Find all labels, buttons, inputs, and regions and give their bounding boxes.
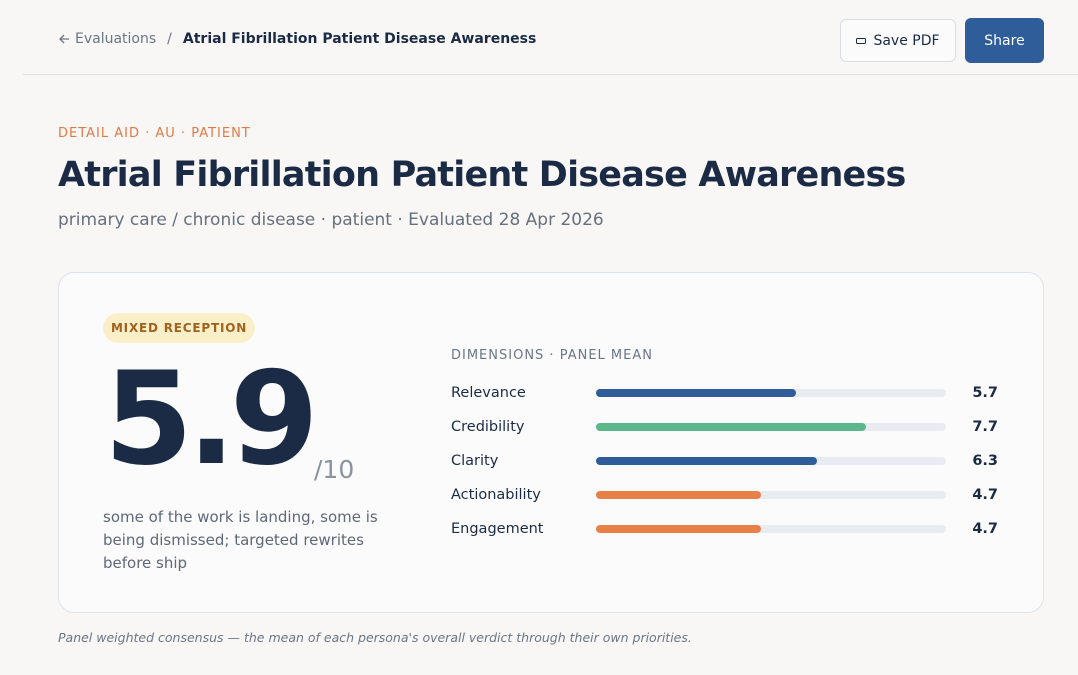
eyebrow: DETAIL AID · AU · PATIENT — [58, 126, 251, 141]
button-label: Share — [984, 32, 1025, 49]
dimension-label: Engagement — [451, 521, 544, 537]
button-label: Save PDF — [873, 32, 940, 49]
dimension-label: Actionability — [451, 487, 541, 503]
value-label: 4.7 — [972, 487, 998, 503]
chart-title: DIMENSIONS · PANEL MEAN — [451, 348, 653, 363]
bar-track — [596, 525, 946, 533]
bar — [596, 389, 796, 397]
bar — [596, 525, 761, 533]
pdf-icon — [856, 38, 867, 44]
dimension-label: Clarity — [451, 453, 499, 469]
separator: / — [167, 31, 172, 47]
value-label: 6.3 — [972, 453, 998, 469]
bar — [596, 457, 817, 465]
footnote: Panel weighted consensus — the mean of e… — [58, 630, 692, 645]
value-label: 7.7 — [972, 419, 998, 435]
dimension-label: Relevance — [451, 385, 526, 401]
bar — [596, 491, 761, 499]
divider — [23, 74, 1078, 75]
reception-badge: MIXED RECEPTION — [103, 313, 255, 343]
share-button[interactable]: Share — [965, 18, 1044, 63]
bar — [596, 423, 866, 431]
value-label: 5.7 — [972, 385, 998, 401]
dimension-label: Credibility — [451, 419, 525, 435]
score: 5.9 — [104, 345, 319, 494]
save-pdf-button[interactable]: Save PDF — [840, 19, 956, 62]
breadcrumb-current: Atrial Fibrillation Patient Disease Awar… — [182, 31, 537, 47]
score-suffix: /10 — [314, 455, 355, 484]
bar-track — [596, 491, 946, 499]
value-label: 4.7 — [972, 521, 998, 537]
score-description: some of the work is landing, some is bei… — [103, 508, 378, 572]
page-title: Atrial Fibrillation Patient Disease Awar… — [58, 155, 906, 195]
back-arrow — [59, 34, 69, 44]
breadcrumb: Evaluations / Atrial Fibrillation Patien… — [58, 31, 536, 47]
subtitle: primary care / chronic disease · patient… — [58, 210, 604, 230]
breadcrumb-link[interactable]: Evaluations — [75, 31, 157, 47]
